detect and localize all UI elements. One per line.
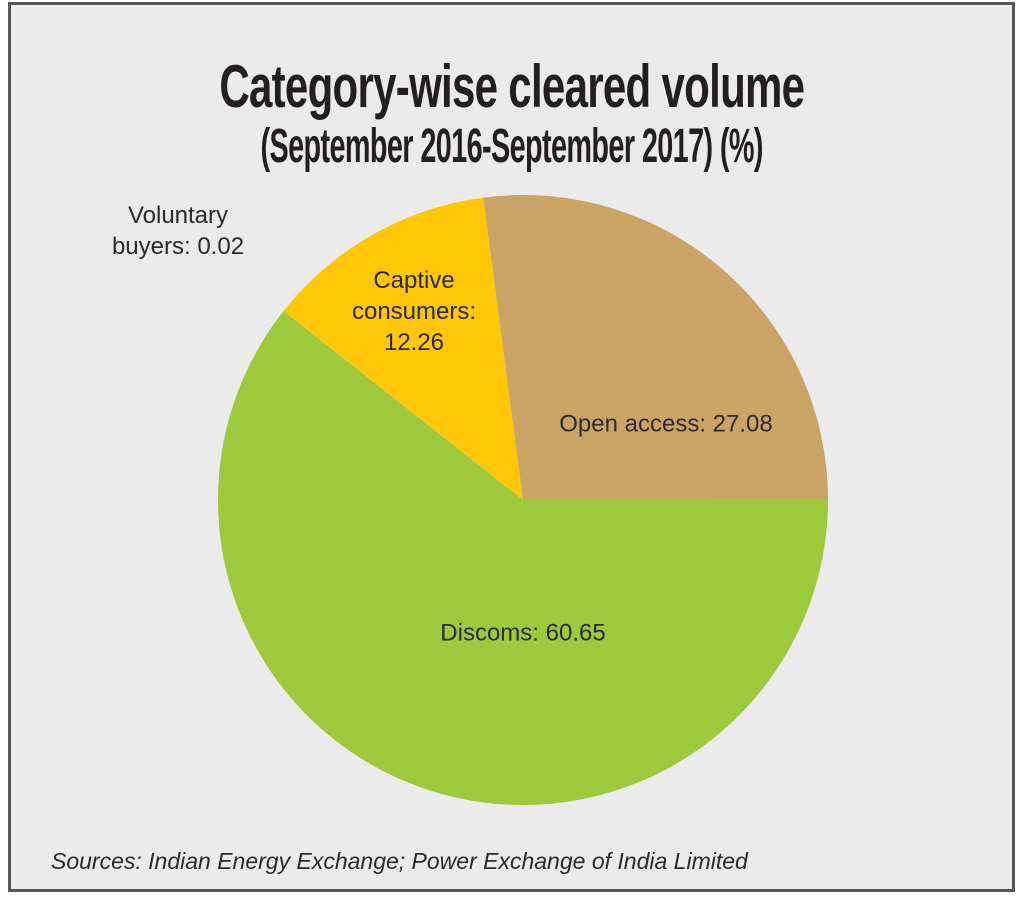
pie-slice-discoms bbox=[218, 310, 828, 805]
pie-label-captive-consumers: Captive consumers: 12.26 bbox=[351, 267, 477, 357]
chart-subtitle: (September 2016-September 2017) (%) bbox=[260, 120, 763, 173]
source-note: Sources: Indian Energy Exchange; Power E… bbox=[51, 848, 748, 874]
pie-slice-open-access bbox=[483, 195, 828, 501]
pie-chart bbox=[218, 195, 828, 805]
pie-label-voluntary-buyers: Voluntary buyers: 0.02 bbox=[111, 201, 245, 260]
pie-label-open-access: Open access: 27.08 bbox=[559, 410, 773, 438]
chart-panel: Category-wise cleared volume (September … bbox=[8, 2, 1015, 892]
chart-header: Category-wise cleared volume (September … bbox=[11, 57, 1012, 171]
pie-label-discoms: Discoms: 60.65 bbox=[440, 619, 606, 647]
pie-slice-captive-consumers bbox=[283, 197, 523, 501]
pie-slice-voluntary-buyers bbox=[283, 310, 523, 500]
chart-title: Category-wise cleared volume bbox=[219, 53, 805, 120]
